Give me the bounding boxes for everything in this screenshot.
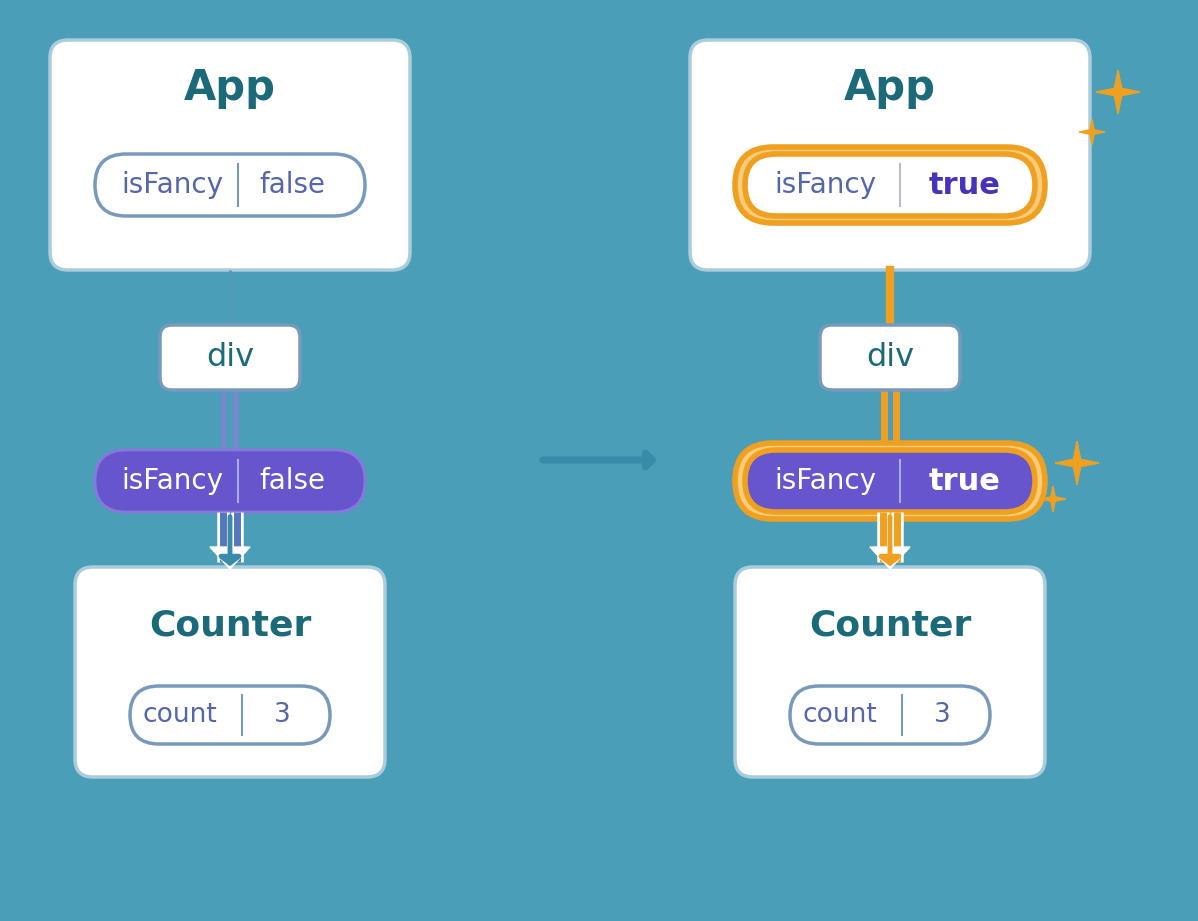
FancyBboxPatch shape	[95, 450, 365, 512]
Polygon shape	[1114, 92, 1123, 114]
Polygon shape	[1072, 463, 1082, 485]
Polygon shape	[1089, 119, 1095, 132]
Polygon shape	[1118, 87, 1140, 97]
Text: isFancy: isFancy	[121, 171, 223, 199]
Text: Counter: Counter	[149, 608, 311, 642]
Text: isFancy: isFancy	[774, 467, 876, 495]
Polygon shape	[1053, 496, 1066, 502]
FancyBboxPatch shape	[161, 325, 300, 390]
FancyBboxPatch shape	[745, 154, 1035, 216]
FancyBboxPatch shape	[50, 40, 410, 270]
Text: Counter: Counter	[809, 608, 972, 642]
FancyBboxPatch shape	[131, 686, 329, 744]
Polygon shape	[1096, 87, 1118, 97]
Text: count: count	[143, 702, 217, 728]
FancyBboxPatch shape	[690, 40, 1090, 270]
Polygon shape	[1051, 499, 1055, 512]
FancyBboxPatch shape	[736, 567, 1045, 777]
Polygon shape	[1089, 132, 1095, 145]
FancyBboxPatch shape	[736, 147, 1045, 223]
Polygon shape	[1051, 486, 1055, 499]
Text: count: count	[803, 702, 877, 728]
Text: 3: 3	[933, 702, 950, 728]
Text: false: false	[259, 467, 325, 495]
Text: isFancy: isFancy	[121, 467, 223, 495]
Text: true: true	[930, 467, 1002, 495]
FancyBboxPatch shape	[736, 443, 1045, 519]
Text: isFancy: isFancy	[774, 171, 876, 199]
Polygon shape	[1077, 459, 1099, 467]
Polygon shape	[870, 547, 910, 569]
Text: div: div	[206, 342, 254, 373]
Polygon shape	[1093, 129, 1105, 134]
FancyBboxPatch shape	[745, 450, 1035, 512]
FancyBboxPatch shape	[75, 567, 385, 777]
Polygon shape	[1055, 459, 1077, 467]
Text: false: false	[259, 171, 325, 199]
Polygon shape	[1079, 129, 1093, 134]
FancyBboxPatch shape	[819, 325, 960, 390]
Text: div: div	[866, 342, 914, 373]
FancyBboxPatch shape	[789, 686, 990, 744]
Polygon shape	[1040, 496, 1053, 502]
Text: App: App	[184, 67, 276, 109]
Text: true: true	[930, 170, 1002, 200]
Text: App: App	[845, 67, 936, 109]
Polygon shape	[1114, 70, 1123, 92]
Polygon shape	[1072, 441, 1082, 463]
Polygon shape	[210, 547, 250, 569]
FancyBboxPatch shape	[95, 154, 365, 216]
Text: 3: 3	[273, 702, 290, 728]
